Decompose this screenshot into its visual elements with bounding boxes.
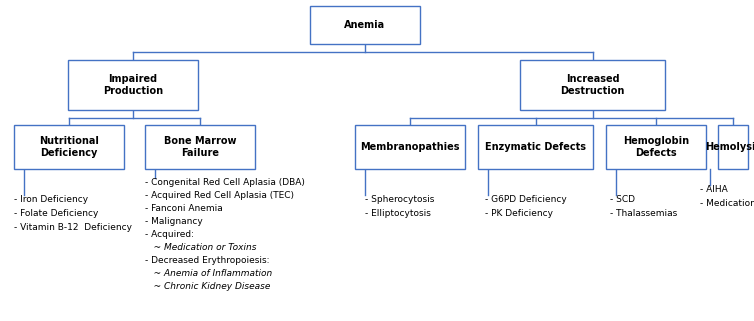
Text: - Spherocytosis: - Spherocytosis: [365, 195, 434, 204]
FancyBboxPatch shape: [68, 60, 198, 110]
Text: - Acquired:: - Acquired:: [145, 230, 194, 239]
Text: - PK Deficiency: - PK Deficiency: [485, 209, 553, 218]
Text: ~ Anemia of Inflammation: ~ Anemia of Inflammation: [145, 269, 272, 278]
Text: - SCD: - SCD: [610, 195, 635, 204]
Text: Increased
Destruction: Increased Destruction: [560, 74, 624, 96]
FancyBboxPatch shape: [718, 125, 748, 169]
Text: - Decreased Erythropoiesis:: - Decreased Erythropoiesis:: [145, 256, 269, 265]
Text: - Acquired Red Cell Aplasia (TEC): - Acquired Red Cell Aplasia (TEC): [145, 191, 294, 200]
Text: - Fanconi Anemia: - Fanconi Anemia: [145, 204, 222, 213]
FancyBboxPatch shape: [145, 125, 255, 169]
Text: ~ Chronic Kidney Disease: ~ Chronic Kidney Disease: [145, 282, 271, 291]
Text: - Folate Deficiency: - Folate Deficiency: [14, 209, 98, 218]
FancyBboxPatch shape: [606, 125, 706, 169]
Text: - AIHA: - AIHA: [700, 185, 728, 194]
FancyBboxPatch shape: [310, 6, 420, 44]
Text: - Elliptocytosis: - Elliptocytosis: [365, 209, 431, 218]
Text: Impaired
Production: Impaired Production: [103, 74, 163, 96]
Text: - Thalassemias: - Thalassemias: [610, 209, 677, 218]
Text: - Vitamin B-12  Deficiency: - Vitamin B-12 Deficiency: [14, 223, 132, 232]
Text: Membranopathies: Membranopathies: [360, 142, 460, 152]
Text: Bone Marrow
Failure: Bone Marrow Failure: [164, 136, 236, 158]
Text: Enzymatic Defects: Enzymatic Defects: [485, 142, 586, 152]
FancyBboxPatch shape: [520, 60, 665, 110]
Text: ~ Medication or Toxins: ~ Medication or Toxins: [145, 243, 256, 252]
Text: Hemolysis: Hemolysis: [705, 142, 754, 152]
Text: - Congenital Red Cell Aplasia (DBA): - Congenital Red Cell Aplasia (DBA): [145, 178, 305, 187]
Text: - Malignancy: - Malignancy: [145, 217, 203, 226]
Text: - Iron Deficiency: - Iron Deficiency: [14, 195, 88, 204]
Text: Nutritional
Deficiency: Nutritional Deficiency: [39, 136, 99, 158]
Text: - G6PD Deficiency: - G6PD Deficiency: [485, 195, 567, 204]
FancyBboxPatch shape: [478, 125, 593, 169]
FancyBboxPatch shape: [14, 125, 124, 169]
Text: Anemia: Anemia: [345, 20, 385, 30]
Text: - Medications: - Medications: [700, 199, 754, 208]
FancyBboxPatch shape: [355, 125, 465, 169]
Text: Hemoglobin
Defects: Hemoglobin Defects: [623, 136, 689, 158]
